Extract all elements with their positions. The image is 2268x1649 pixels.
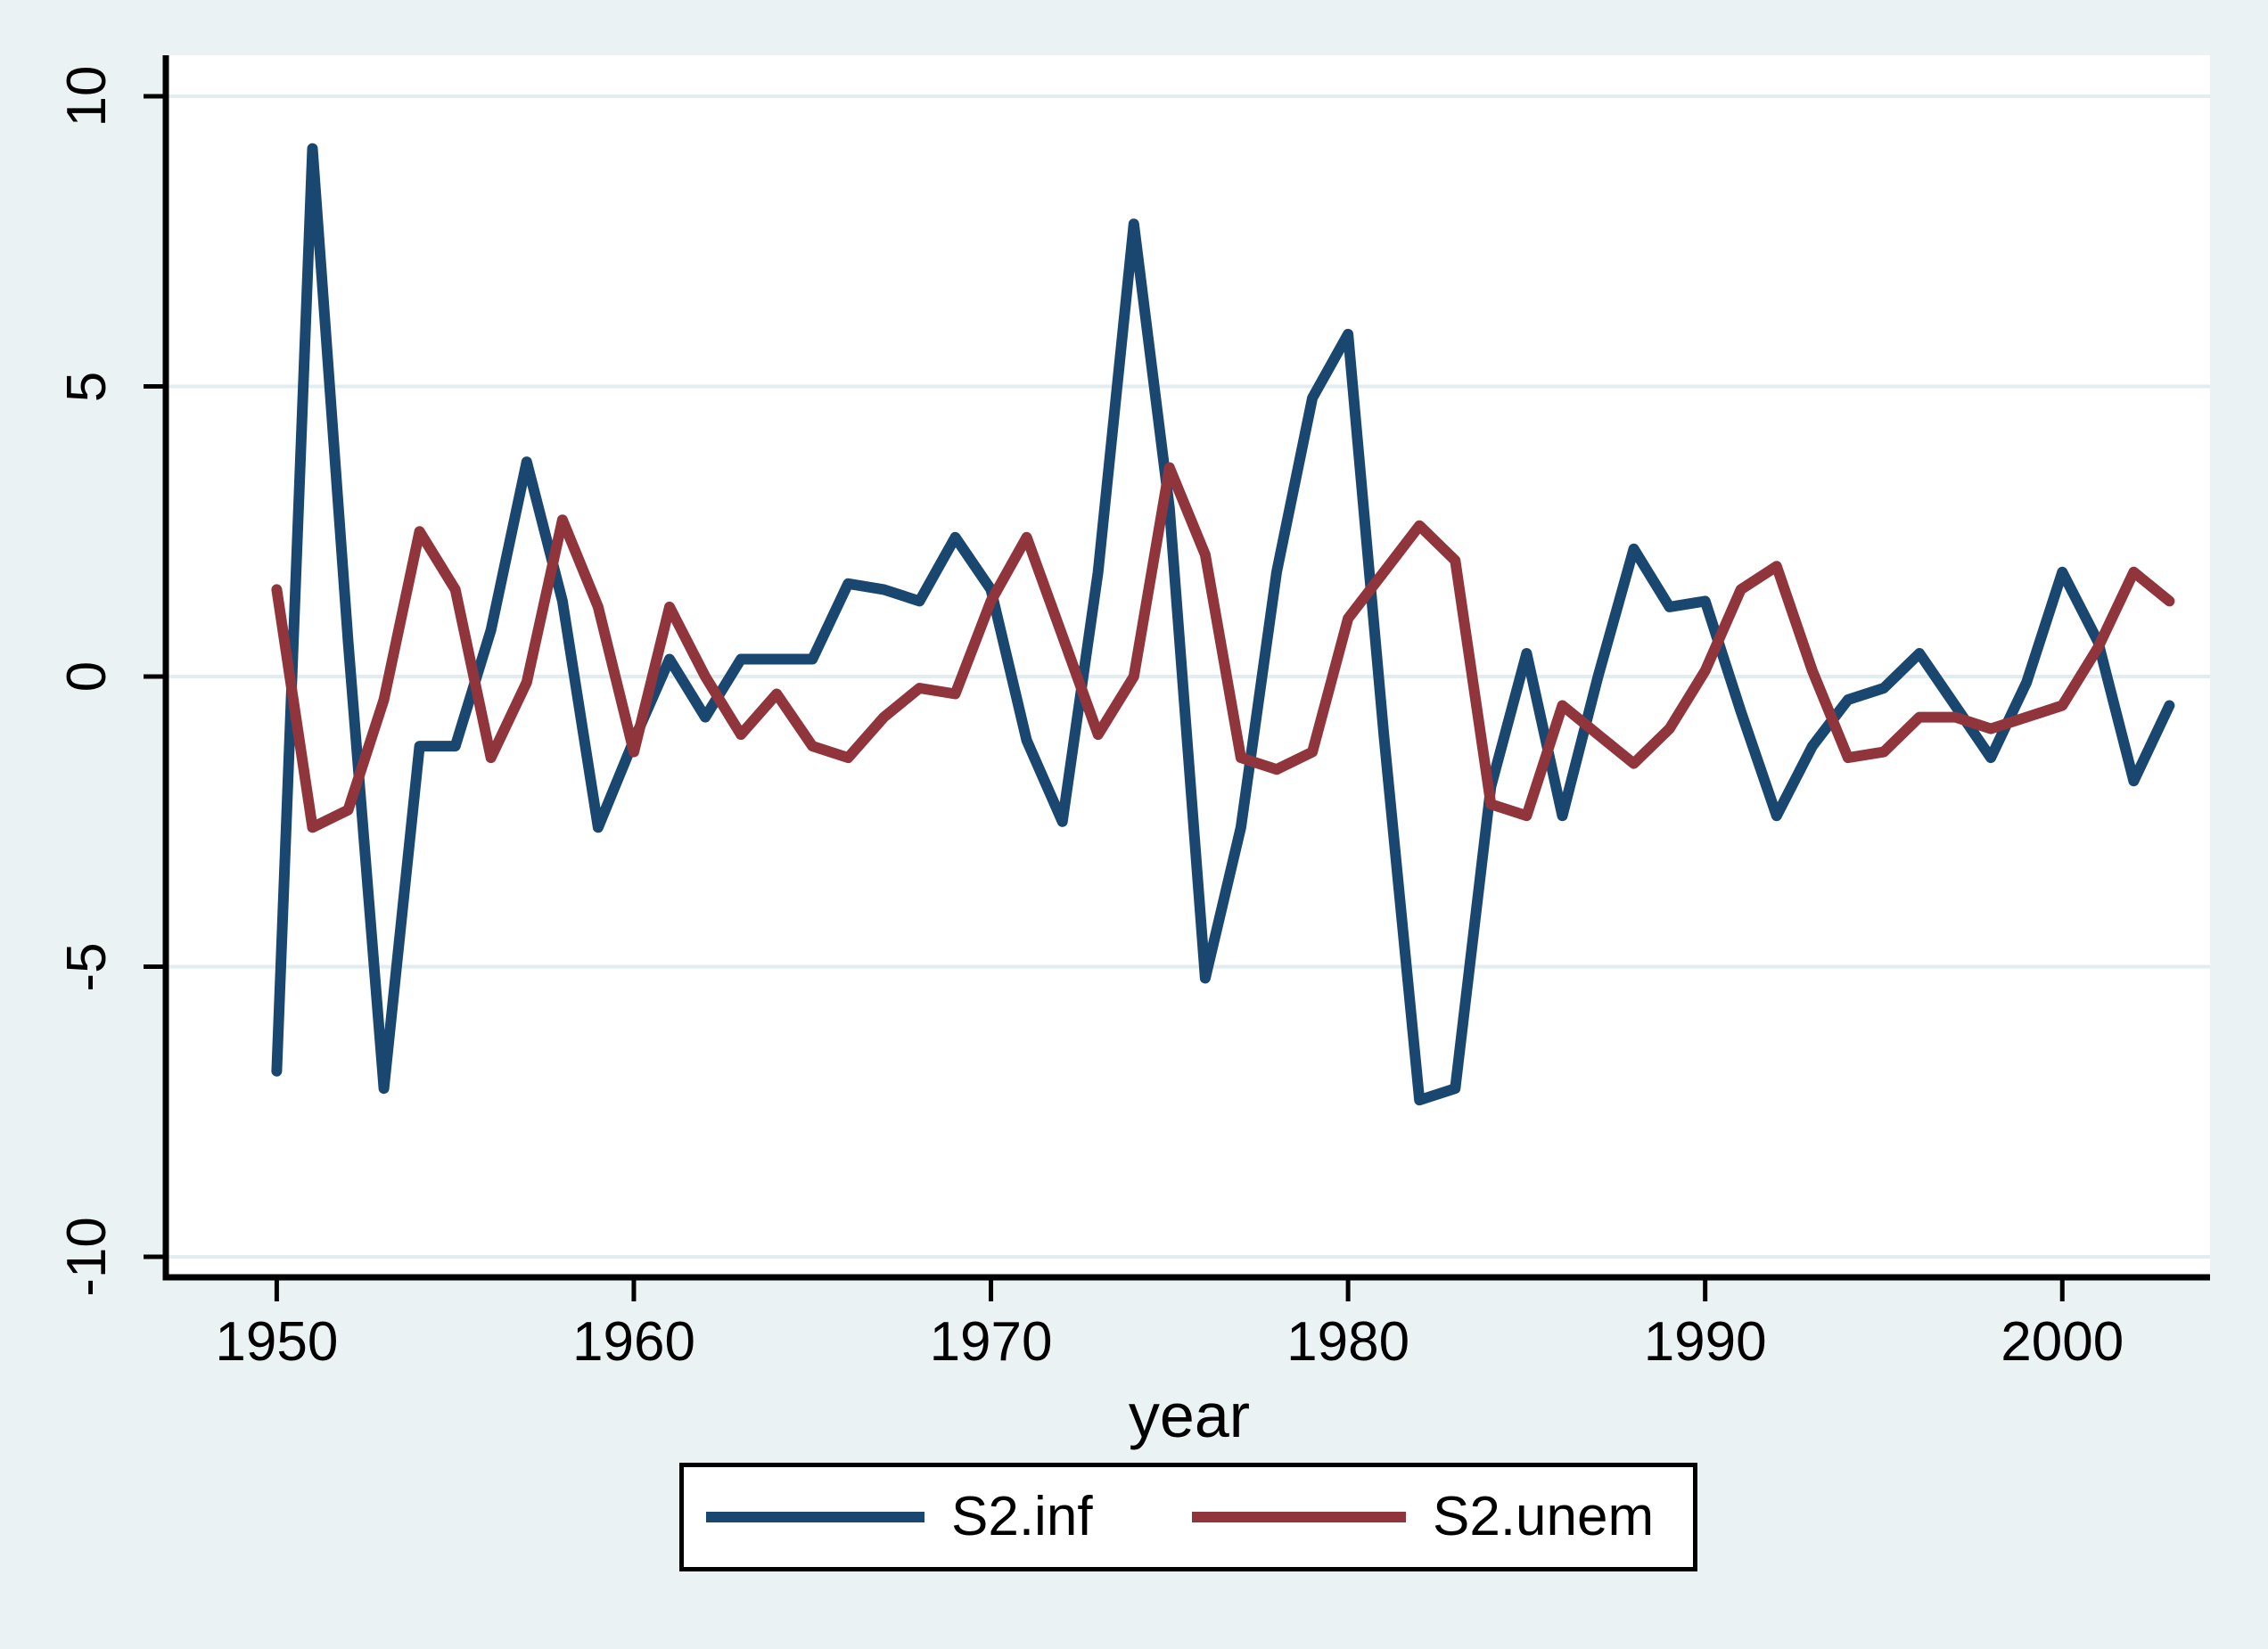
x-tick-label: 1970 bbox=[929, 1311, 1053, 1373]
y-tick-label: 5 bbox=[56, 371, 118, 402]
x-tick-label: 1980 bbox=[1286, 1311, 1410, 1373]
legend-line-swatch-inf bbox=[706, 1512, 924, 1522]
y-tick-label: 10 bbox=[56, 65, 118, 127]
legend-label-unem: S2.unem bbox=[1433, 1486, 1655, 1547]
series-line-s2-unem bbox=[271, 462, 2175, 833]
x-tick-label: 1990 bbox=[1643, 1311, 1767, 1373]
plot-area bbox=[166, 55, 2210, 1277]
legend-box: S2.inf S2.unem bbox=[679, 1463, 1697, 1571]
legend-line-swatch-unem bbox=[1192, 1512, 1406, 1522]
y-tick-label: -5 bbox=[56, 941, 118, 992]
x-tick-label: 1960 bbox=[572, 1311, 695, 1373]
series-line-s2-inf bbox=[271, 143, 2175, 1106]
legend-label-inf: S2.inf bbox=[951, 1486, 1093, 1547]
y-tick-label: 0 bbox=[56, 660, 118, 693]
y-tick-label: -10 bbox=[56, 1217, 118, 1297]
x-tick-label: 2000 bbox=[2001, 1311, 2124, 1373]
x-tick-label: 1950 bbox=[215, 1311, 339, 1373]
x-axis-title: year bbox=[1128, 1381, 1251, 1450]
